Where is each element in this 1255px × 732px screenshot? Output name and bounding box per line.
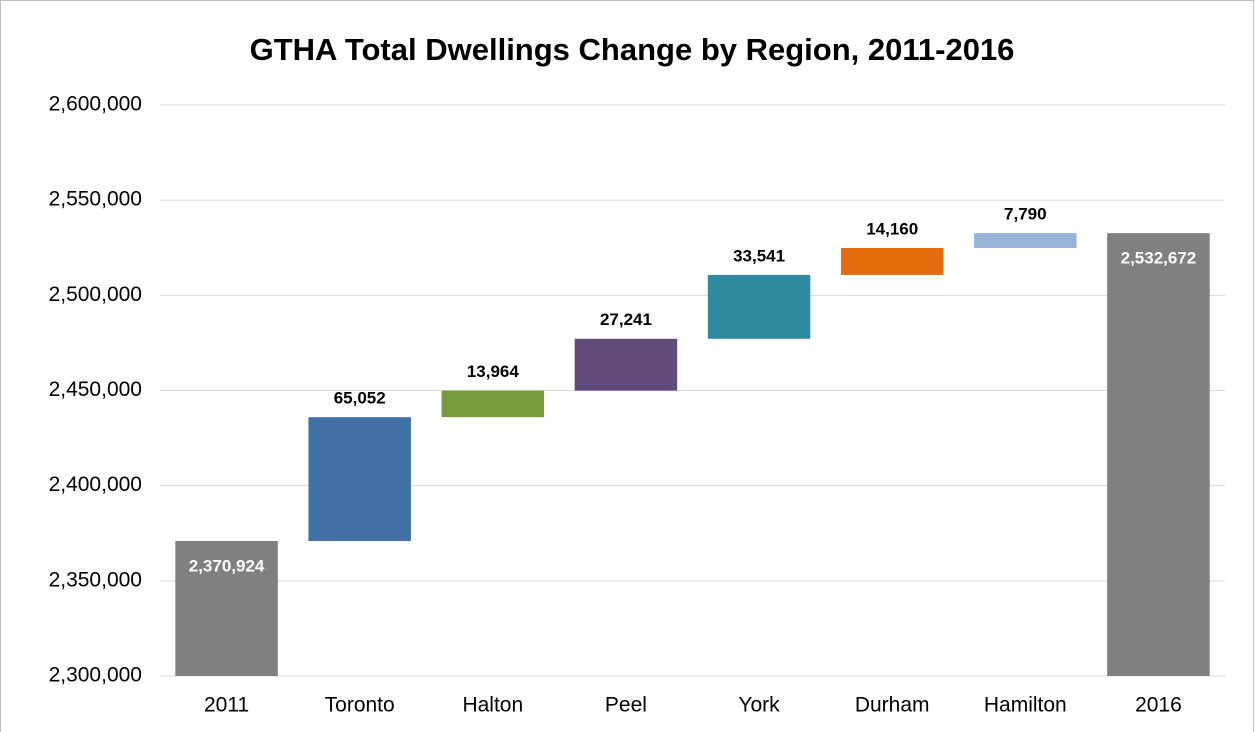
y-tick-label: 2,400,000 bbox=[49, 473, 142, 496]
value-label: 14,160 bbox=[866, 219, 918, 238]
chart-title: GTHA Total Dwellings Change by Region, 2… bbox=[250, 32, 1015, 67]
y-tick-label: 2,500,000 bbox=[49, 283, 142, 306]
value-label: 65,052 bbox=[334, 389, 386, 408]
x-tick-label: 2011 bbox=[204, 694, 249, 717]
x-tick-label: Durham bbox=[855, 694, 930, 717]
y-tick-label: 2,600,000 bbox=[49, 93, 142, 116]
value-label: 13,964 bbox=[467, 362, 520, 381]
value-label: 7,790 bbox=[1004, 205, 1047, 224]
x-tick-label: Toronto bbox=[325, 694, 395, 717]
y-tick-label: 2,450,000 bbox=[49, 378, 142, 401]
value-label: 33,541 bbox=[733, 246, 785, 265]
bar bbox=[441, 390, 545, 418]
x-tick-label: Halton bbox=[462, 694, 523, 717]
bar bbox=[175, 541, 278, 676]
value-label: 2,532,672 bbox=[1121, 249, 1197, 268]
x-tick-label: 2016 bbox=[1135, 694, 1182, 717]
bar bbox=[840, 247, 944, 275]
x-tick-label: Peel bbox=[605, 694, 647, 717]
y-tick-label: 2,350,000 bbox=[49, 568, 142, 591]
value-label: 2,370,924 bbox=[189, 556, 265, 575]
bar bbox=[974, 233, 1077, 248]
value-label: 27,241 bbox=[600, 310, 652, 329]
bar bbox=[1107, 233, 1210, 676]
y-tick-label: 2,550,000 bbox=[49, 188, 142, 211]
x-tick-label: Hamilton bbox=[984, 694, 1067, 717]
bar bbox=[574, 338, 678, 391]
bar bbox=[707, 274, 811, 339]
y-tick-label: 2,300,000 bbox=[49, 664, 142, 687]
bar bbox=[308, 417, 411, 542]
x-tick-label: York bbox=[738, 694, 780, 717]
